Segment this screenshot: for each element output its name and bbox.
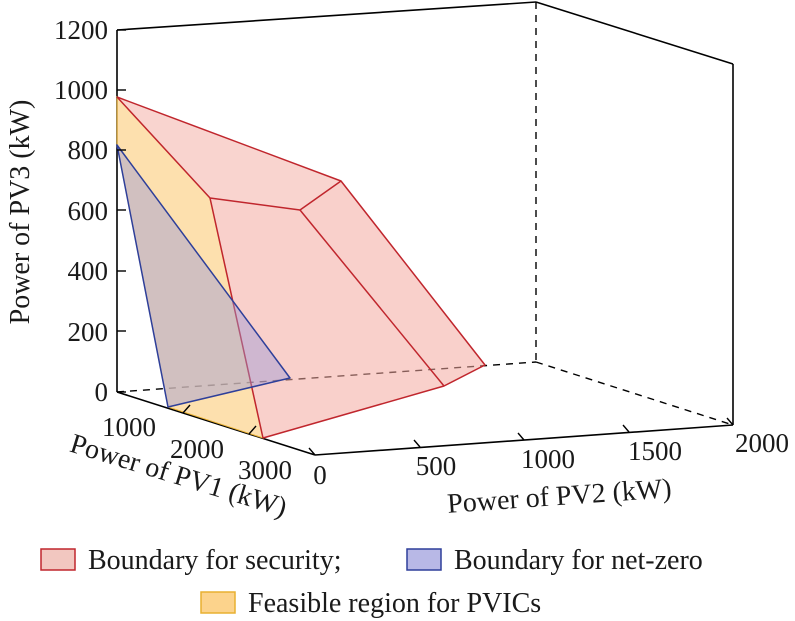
y-tick-mark xyxy=(622,424,630,433)
y-tick-label: 1000 xyxy=(521,444,575,474)
y-axis-ticks xyxy=(308,417,734,456)
y-tick-label: 500 xyxy=(416,451,457,481)
y-tick-labels: 0 500 1000 1500 2000 xyxy=(313,428,789,490)
y-tick-mark xyxy=(308,447,316,456)
x-tick-labels: 1000 2000 3000 xyxy=(102,412,292,485)
z-tick-labels: 0 200 400 600 800 1000 1200 xyxy=(54,15,108,407)
y-axis-label: Power of PV2 (kW) xyxy=(446,473,672,520)
x-tick-mark xyxy=(182,404,191,414)
x-tick-mark xyxy=(248,425,257,435)
security-edge-outline xyxy=(116,96,486,439)
security-face-right xyxy=(300,181,485,386)
security-edge-vertical-left xyxy=(209,197,264,439)
security-face-front xyxy=(210,198,444,438)
legend: Boundary for security; Boundary for net-… xyxy=(40,545,703,619)
x-tick-label: 2000 xyxy=(170,434,224,464)
z-axis-label: Power of PV3 (kW) xyxy=(5,100,36,325)
y-tick-label: 0 xyxy=(313,460,327,490)
net-zero-boundary xyxy=(116,144,291,408)
legend-swatch-security xyxy=(40,548,76,571)
back-right-top-edge xyxy=(535,1,734,65)
legend-label-feasible: Feasible region for PVICs xyxy=(248,588,541,619)
legend-swatch-feasible xyxy=(200,591,236,614)
legend-swatch-net-zero xyxy=(406,548,442,571)
z-tick-label: 1200 xyxy=(54,15,108,45)
z-tick-label: 1000 xyxy=(54,75,108,105)
z-tick-label: 600 xyxy=(68,196,109,226)
z-tick-label: 200 xyxy=(68,317,109,347)
legend-label-security: Boundary for security; xyxy=(88,545,342,576)
z-tick-label: 400 xyxy=(68,256,109,286)
z-axis-ticks xyxy=(117,29,126,393)
x-tick-label: 1000 xyxy=(102,412,156,442)
y-tick-mark xyxy=(413,439,421,448)
y-tick-mark xyxy=(517,432,525,441)
security-edge-inner xyxy=(116,96,342,211)
x-axis-line xyxy=(116,391,316,456)
back-floor-dashed-right xyxy=(535,361,734,426)
z-tick-label: 0 xyxy=(95,377,109,407)
security-boundary xyxy=(116,96,486,439)
z-tick-label: 800 xyxy=(68,135,109,165)
x-tick-label: 3000 xyxy=(238,455,292,485)
y-tick-label: 2000 xyxy=(735,428,789,458)
legend-label-net-zero: Boundary for net-zero xyxy=(454,545,703,576)
y-tick-label: 1500 xyxy=(628,436,682,466)
net-zero-face xyxy=(116,144,291,408)
y-tick-mark xyxy=(726,417,734,426)
x-axis-ticks xyxy=(182,404,257,435)
security-edge-vertical-right xyxy=(299,209,445,387)
security-face-top xyxy=(117,97,341,210)
back-top-edge xyxy=(116,1,537,31)
